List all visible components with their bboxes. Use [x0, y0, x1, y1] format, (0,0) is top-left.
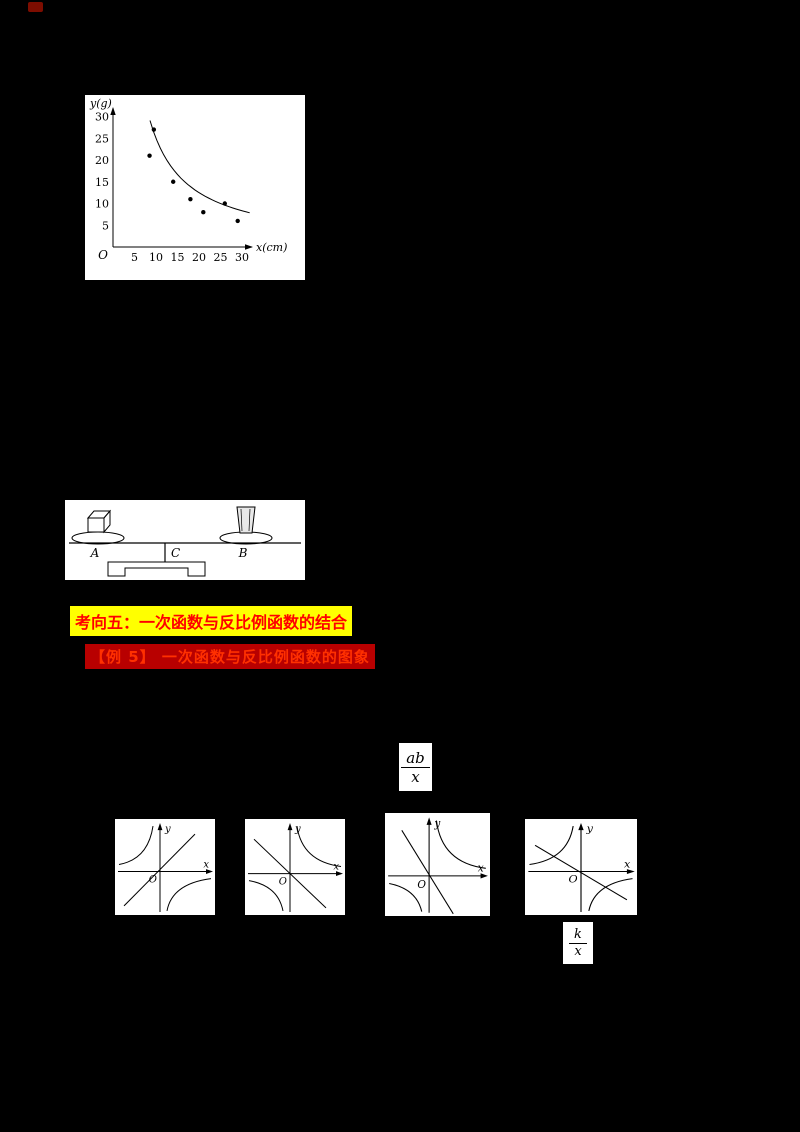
svg-text:30: 30	[235, 251, 249, 264]
svg-text:20: 20	[192, 251, 206, 264]
svg-text:30: 30	[95, 111, 109, 124]
svg-text:O: O	[568, 873, 577, 885]
option-b-axes: yxO	[248, 823, 343, 912]
svg-text:x(cm): x(cm)	[256, 241, 287, 254]
svg-text:y(g): y(g)	[89, 97, 112, 110]
svg-text:x: x	[203, 859, 209, 870]
option-graph-a: y x O	[115, 819, 215, 915]
svg-text:O: O	[98, 248, 108, 262]
svg-text:15: 15	[171, 251, 185, 264]
svg-text:C: C	[171, 546, 180, 560]
fraction-numerator: ab	[401, 749, 430, 768]
svg-text:10: 10	[95, 198, 109, 211]
svg-text:O: O	[149, 875, 158, 886]
svg-text:x: x	[333, 861, 339, 872]
corner-mark	[28, 2, 43, 12]
svg-text:15: 15	[95, 176, 109, 189]
svg-text:A: A	[90, 546, 100, 560]
option-graph-d: y x O	[525, 819, 637, 915]
svg-text:25: 25	[95, 132, 109, 145]
scatter-chart: y(g) x(cm) O 5 10 15 20 25 30 5 10 15 20 25 30	[89, 97, 287, 264]
svg-text:25: 25	[214, 251, 228, 264]
svg-text:10: 10	[149, 251, 163, 264]
example-title: 【例 5】 一次函数与反比例函数的图象	[85, 644, 375, 669]
section-heading: 考向五：一次函数与反比例函数的结合	[70, 606, 353, 636]
fraction-denominator: x	[574, 943, 582, 959]
svg-text:5: 5	[102, 219, 109, 232]
option-c-axes: yxO	[388, 817, 488, 915]
svg-text:y: y	[586, 823, 594, 835]
formula-ab-over-x: ab x	[399, 743, 432, 791]
svg-text:O: O	[417, 878, 426, 891]
svg-text:20: 20	[95, 154, 109, 167]
svg-text:O: O	[279, 877, 288, 888]
option-a-axes: y x O	[118, 823, 213, 912]
scatter-chart-panel: y(g) x(cm) O 5 10 15 20 25 30 5 10 15 20 25 30	[85, 95, 305, 280]
svg-text:5: 5	[131, 251, 138, 264]
formula-k-over-x: k x	[563, 922, 593, 964]
svg-text:y: y	[164, 824, 171, 835]
fraction-numerator: k	[569, 927, 587, 944]
svg-text:x: x	[624, 858, 630, 870]
svg-text:B: B	[238, 546, 248, 560]
fraction-denominator: x	[411, 767, 420, 786]
option-d-axes: y x O	[528, 823, 635, 912]
